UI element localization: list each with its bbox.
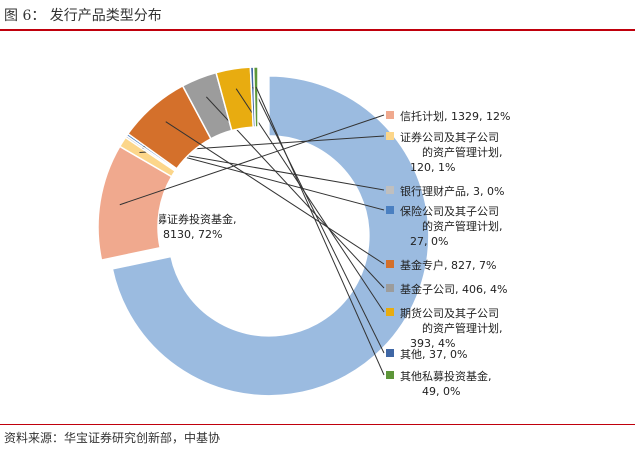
slice-label-text-2-0: 证券公司及其子公司 xyxy=(400,130,499,144)
slice-label-text-8-0: 其他, 37, 0% xyxy=(400,348,467,361)
leader-line-9 xyxy=(255,86,385,376)
legend-swatch-9 xyxy=(386,371,394,379)
slice-label-text-0-0: 私募证券投资基金, xyxy=(145,212,237,226)
legend-swatch-1 xyxy=(386,111,394,119)
leader-line-7 xyxy=(235,88,385,313)
slice-label-text-7-1: 的资产管理计划, xyxy=(422,321,503,335)
slice-label-text-4-2: 27, 0% xyxy=(410,235,448,248)
legend-swatch-6 xyxy=(386,284,394,292)
figure-header: 图 6： 发行产品类型分布 xyxy=(0,0,635,31)
slice-label-text-6-0: 基金子公司, 406, 4% xyxy=(400,282,507,296)
leader-line-8 xyxy=(252,86,385,354)
doughnut-chart: 私募证券投资基金, 8130, 72% 信托计划, 1329, 12% 证券公司及其子… xyxy=(97,66,510,398)
legend-swatch-4 xyxy=(386,206,394,214)
legend-swatch-2 xyxy=(386,132,394,140)
slice-label-text-3-0: 银行理财产品, 3, 0% xyxy=(400,184,504,198)
slice-label-text-0-1: 8130, 72% xyxy=(163,228,222,241)
slice-label-1: 信托计划, 1329, 12% xyxy=(119,109,510,206)
slice-label-text-2-1: 的资产管理计划, xyxy=(422,145,503,159)
slice-label-text-9-1: 49, 0% xyxy=(422,385,460,398)
leader-line-5 xyxy=(165,121,385,265)
slice-label-8: 其他, 37, 0% xyxy=(252,86,467,361)
source-note: 资料来源：华宝证券研究创新部，中基协 xyxy=(4,431,221,445)
leader-line-1 xyxy=(119,114,385,206)
figure-title: 图 6： 发行产品类型分布 xyxy=(4,8,162,24)
slice-label-text-7-0: 期货公司及其子公司 xyxy=(400,306,499,320)
legend-swatch-7 xyxy=(386,308,394,316)
slice-label-text-4-1: 的资产管理计划, xyxy=(422,219,503,233)
slice-label-text-4-0: 保险公司及其子公司 xyxy=(400,204,499,218)
footer-rule xyxy=(0,424,635,425)
legend-swatch-8 xyxy=(386,349,394,357)
slice-label-text-7-2: 393, 4% xyxy=(410,337,455,350)
slice-label-text-9-0: 其他私募投资基金, xyxy=(400,369,492,383)
slice-9 xyxy=(252,66,259,128)
header-rule xyxy=(0,29,635,31)
legend-swatch-3 xyxy=(386,186,394,194)
slice-label-9: 其他私募投资基金, 49, 0% xyxy=(255,86,492,398)
slice-label-5: 基金专户, 827, 7% xyxy=(165,121,496,272)
slice-label-text-1-0: 信托计划, 1329, 12% xyxy=(400,109,510,123)
slice-label-text-2-2: 120, 1% xyxy=(410,161,455,174)
legend-swatch-5 xyxy=(386,260,394,268)
slice-0 xyxy=(111,75,430,397)
slice-label-text-5-0: 基金专户, 827, 7% xyxy=(400,258,496,272)
